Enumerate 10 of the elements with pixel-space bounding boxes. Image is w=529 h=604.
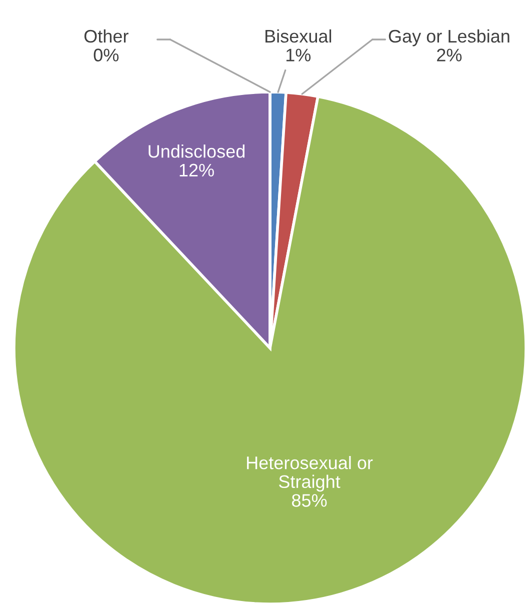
slice-label: Undisclosed [148,144,245,158]
slice-label: Heterosexual or Straight [247,456,373,492]
data-label: 1% [286,48,311,62]
data-label: 12% [180,164,214,177]
slice-label: Gay or Lesbian [388,29,510,46]
data-label: 2% [437,48,462,62]
text: 0% [94,48,119,62]
data-label: 85% [292,494,327,507]
slice-label: Bisexual [266,29,332,43]
legend-label: Other [84,29,128,43]
